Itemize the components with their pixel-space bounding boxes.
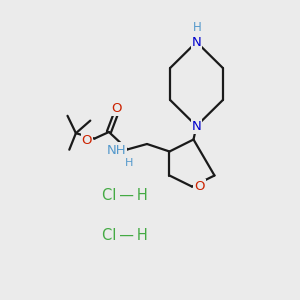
Text: H: H: [125, 158, 133, 168]
Text: Cl — H: Cl — H: [102, 228, 147, 243]
Text: O: O: [111, 102, 121, 115]
Text: N: N: [192, 35, 201, 49]
Text: NH: NH: [106, 143, 126, 157]
Text: H: H: [192, 21, 201, 34]
Text: N: N: [192, 119, 201, 133]
Text: O: O: [194, 180, 205, 193]
Text: O: O: [82, 134, 92, 148]
Text: Cl — H: Cl — H: [102, 188, 147, 202]
